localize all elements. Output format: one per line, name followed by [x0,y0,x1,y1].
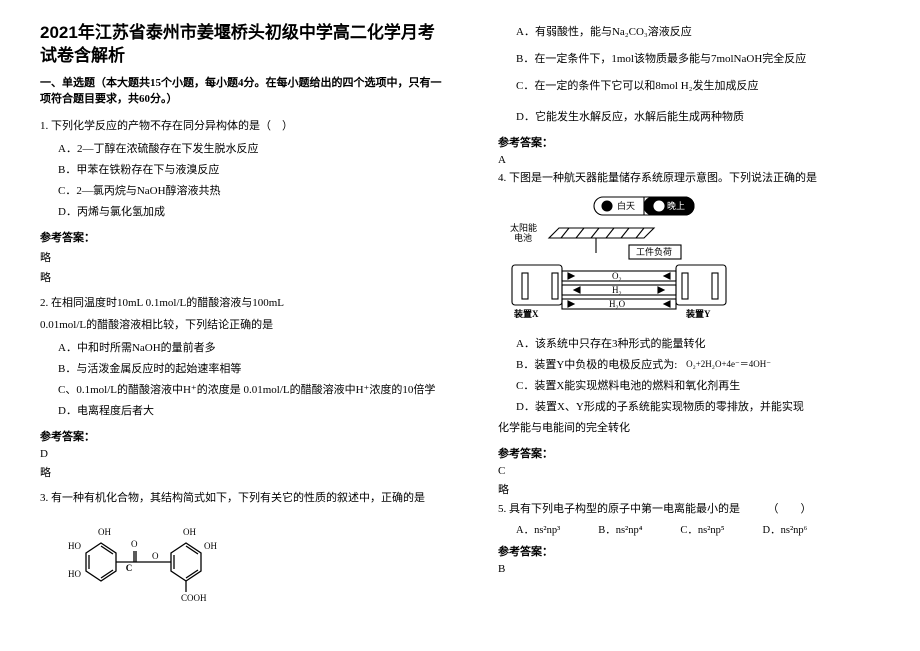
q1-option-a: A．2—丁醇在浓硫酸存在下发生脱水反应 [40,139,450,160]
q4-option-a: A．该系统中只存在3种形式的能量转化 [498,334,878,355]
mol-label-cooh: COOH [181,593,207,603]
q2-stem-1: 2. 在相同温度时10mL 0.1mol/L的醋酸溶液与100mL [40,295,450,313]
q5-answer-label: 参考答案： [498,543,878,559]
q2-option-b: B．与活泼金属反应时的起始速率相等 [40,359,450,380]
q4-b-equation: O₂+2H₂O+4e⁻＝4OH⁻ [686,359,771,369]
mol-label-c: C [126,563,133,573]
q1-option-d: D．丙烯与氯化氢加成 [40,202,450,223]
q5-option-d: D．ns²np⁶ [763,522,808,537]
q3-option-a: A．有弱酸性，能与Na₂CO₃溶液反应 [498,22,878,43]
q2-option-d: D．电离程度后者大 [40,401,450,422]
q4-option-b: B．装置Y中负极的电极反应式为: O₂+2H₂O+4e⁻＝4OH⁻ [498,355,878,376]
diag-h2o: H₂O [609,299,626,309]
diag-night: 晚上 [667,201,685,211]
mol-label-ho2: HO [68,569,81,579]
q3-answer-label: 参考答案： [498,134,878,150]
q5-option-c: C．ns²np⁵ [680,522,724,537]
diag-y: 装置Y [685,308,711,319]
q5-option-b: B．ns²np⁴ [598,522,642,537]
mol-label-oh2: OH [183,527,196,537]
q4-option-c: C．装置X能实现燃料电池的燃料和氧化剂再生 [498,376,878,397]
mol-label-o: O [131,539,138,549]
q3-answer: A [498,154,878,166]
mol-label-oh3: OH [204,541,217,551]
q3-molecule-diagram: OH HO HO C O O OH OH COOH [56,513,236,618]
diag-o2: O₂ [612,271,622,281]
q1-answer-1: 略 [40,249,450,265]
diag-day: 白天 [617,200,635,211]
left-column: 2021年江苏省泰州市姜堰桥头初级中学高二化学月考试卷含解析 一、单选题（本大题… [40,22,450,641]
q5-options: A．ns²np³ B．ns²np⁴ C．ns²np⁵ D．ns²np⁶ [498,522,878,537]
q2-option-a: A．中和时所需NaOH的量前者多 [40,338,450,359]
q4-answer-1: C [498,465,878,477]
mol-label-oh: OH [98,527,111,537]
q3-option-d: D．它能发生水解反应，水解后能生成两种物质 [498,107,878,128]
mol-label-ho: HO [68,541,81,551]
diag-x: 装置X [513,308,539,319]
q4-answer-label: 参考答案： [498,445,878,461]
q1-stem: 1. 下列化学反应的产物不存在同分异构体的是（ ） [40,118,450,136]
q4-option-d1: D．装置X、Y形成的子系统能实现物质的零排放，并能实现 [498,397,878,418]
q2-answer-1: D [40,448,450,460]
q1-answer-label: 参考答案： [40,229,450,245]
q5-answer: B [498,563,878,575]
q2-stem-2: 0.01mol/L的醋酸溶液相比较，下列结论正确的是 [40,317,450,335]
q3-stem: 3. 有一种有机化合物，其结构简式如下，下列有关它的性质的叙述中，正确的是 [40,490,450,508]
exam-title: 2021年江苏省泰州市姜堰桥头初级中学高二化学月考试卷含解析 [40,22,450,68]
mol-label-o2: O [152,551,159,561]
q1-option-c: C．2—氯丙烷与NaOH醇溶液共热 [40,181,450,202]
q2-answer-2: 略 [40,464,450,480]
q1-answer-2: 略 [40,269,450,285]
q3-option-c: C．在一定的条件下它可以和8mol H₂发生加成反应 [498,76,878,97]
diag-solar-1: 太阳能 [510,222,537,233]
q4-stem: 4. 下图是一种航天器能量储存系统原理示意图。下列说法正确的是 [498,170,878,188]
section-header: 一、单选题（本大题共15个小题，每小题4分。在每小题给出的四个选项中，只有一项符… [40,76,450,108]
q3-option-b: B．在一定条件下，1mol该物质最多能与7molNaOH完全反应 [498,49,878,70]
q1-option-b: B．甲苯在铁粉存在下与液溴反应 [40,160,450,181]
q4-answer-2: 略 [498,481,878,497]
q4-option-d2: 化学能与电能间的完全转化 [498,418,878,439]
right-column: A．有弱酸性，能与Na₂CO₃溶液反应 B．在一定条件下，1mol该物质最多能与… [498,22,878,641]
q2-option-c: C、0.1mol/L的醋酸溶液中H⁺的浓度是 0.01mol/L的醋酸溶液中H⁺… [40,380,450,401]
q5-option-a: A．ns²np³ [516,522,560,537]
q5-stem: 5. 具有下列电子构型的原子中第一电离能最小的是 （ ） [498,501,878,519]
diag-load: 工件负荷 [636,246,672,257]
q4-diagram: 白天 晚上 太阳能 电池 工件负荷 装置X 装置Y O₂ H₂ H₂O [504,193,734,328]
diag-solar-2: 电池 [514,232,532,243]
q2-answer-label: 参考答案： [40,428,450,444]
diag-h2: H₂ [612,285,622,295]
